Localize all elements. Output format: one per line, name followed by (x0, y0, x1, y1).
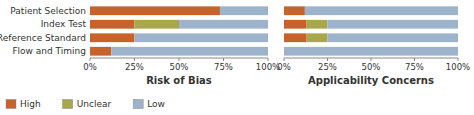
bar-segment: Low (179, 20, 268, 29)
legend-swatch (6, 100, 16, 109)
bar-segment: Unclear (135, 20, 180, 29)
x-tick (414, 58, 415, 61)
y-tick-label: Index Test (41, 19, 87, 29)
y-tick-label: Reference Standard (0, 33, 86, 43)
x-axis-label: Applicability Concerns (308, 75, 434, 86)
panel: HighHighHighHighUnclearUnclearUnclearUnc… (0, 6, 280, 86)
x-tick-label: 25% (318, 62, 337, 72)
panel: HighHighHighHighUnclearUnclearUnclearUnc… (277, 6, 470, 86)
bar-segment: High (90, 6, 220, 15)
y-tick-label: Patient Selection (10, 6, 86, 16)
bars: HighHighHighHighUnclearUnclearUnclearUnc… (90, 6, 268, 55)
y-tick-label: Flow and Timing (12, 46, 86, 56)
x-tick (284, 58, 285, 61)
legend-label: Low (147, 99, 165, 109)
bar-segment: Low (328, 33, 459, 42)
x-tick-label: 25% (125, 62, 144, 72)
bar-segment: High (284, 20, 307, 29)
bar-segment: Low (111, 47, 268, 56)
bar-segment: Low (220, 6, 268, 15)
bar-segment: Low (328, 20, 459, 29)
bar-segment: High (284, 6, 305, 15)
x-tick (327, 58, 328, 61)
x-tick (223, 58, 224, 61)
x-tick (371, 58, 372, 61)
bars: HighHighHighHighUnclearUnclearUnclearUnc… (284, 6, 458, 55)
x-axis-label: Risk of Bias (146, 75, 212, 86)
legend: High Unclear Low (6, 99, 165, 109)
bar-segment: High (90, 47, 111, 56)
x-tick-label: 75% (405, 62, 424, 72)
x-tick-label: 0% (277, 62, 291, 72)
bar-segment: Low (135, 33, 269, 42)
bar-segment: High (90, 20, 135, 29)
bar-segment: High (284, 33, 307, 42)
legend-label: High (20, 99, 41, 109)
bar-segment: Low (284, 47, 458, 56)
x-tick (458, 58, 459, 61)
x-tick (268, 58, 269, 61)
x-tick-label: 50% (170, 62, 189, 72)
x-tick-label: 0% (83, 62, 97, 72)
legend-label: Unclear (77, 99, 112, 109)
x-tick-label: 100% (446, 62, 470, 72)
legend-swatch (63, 100, 73, 109)
x-tick-label: 50% (362, 62, 381, 72)
bar-segment: Unclear (307, 33, 328, 42)
legend-swatch (133, 100, 143, 109)
x-tick (179, 58, 180, 61)
x-tick (134, 58, 135, 61)
bar-segment: High (90, 33, 135, 42)
x-tick-label: 75% (214, 62, 233, 72)
chart-root: HighHighHighHighUnclearUnclearUnclearUnc… (0, 0, 474, 115)
bar-segment: Unclear (307, 20, 328, 29)
bar-segment: Low (305, 6, 458, 15)
x-tick (90, 58, 91, 61)
